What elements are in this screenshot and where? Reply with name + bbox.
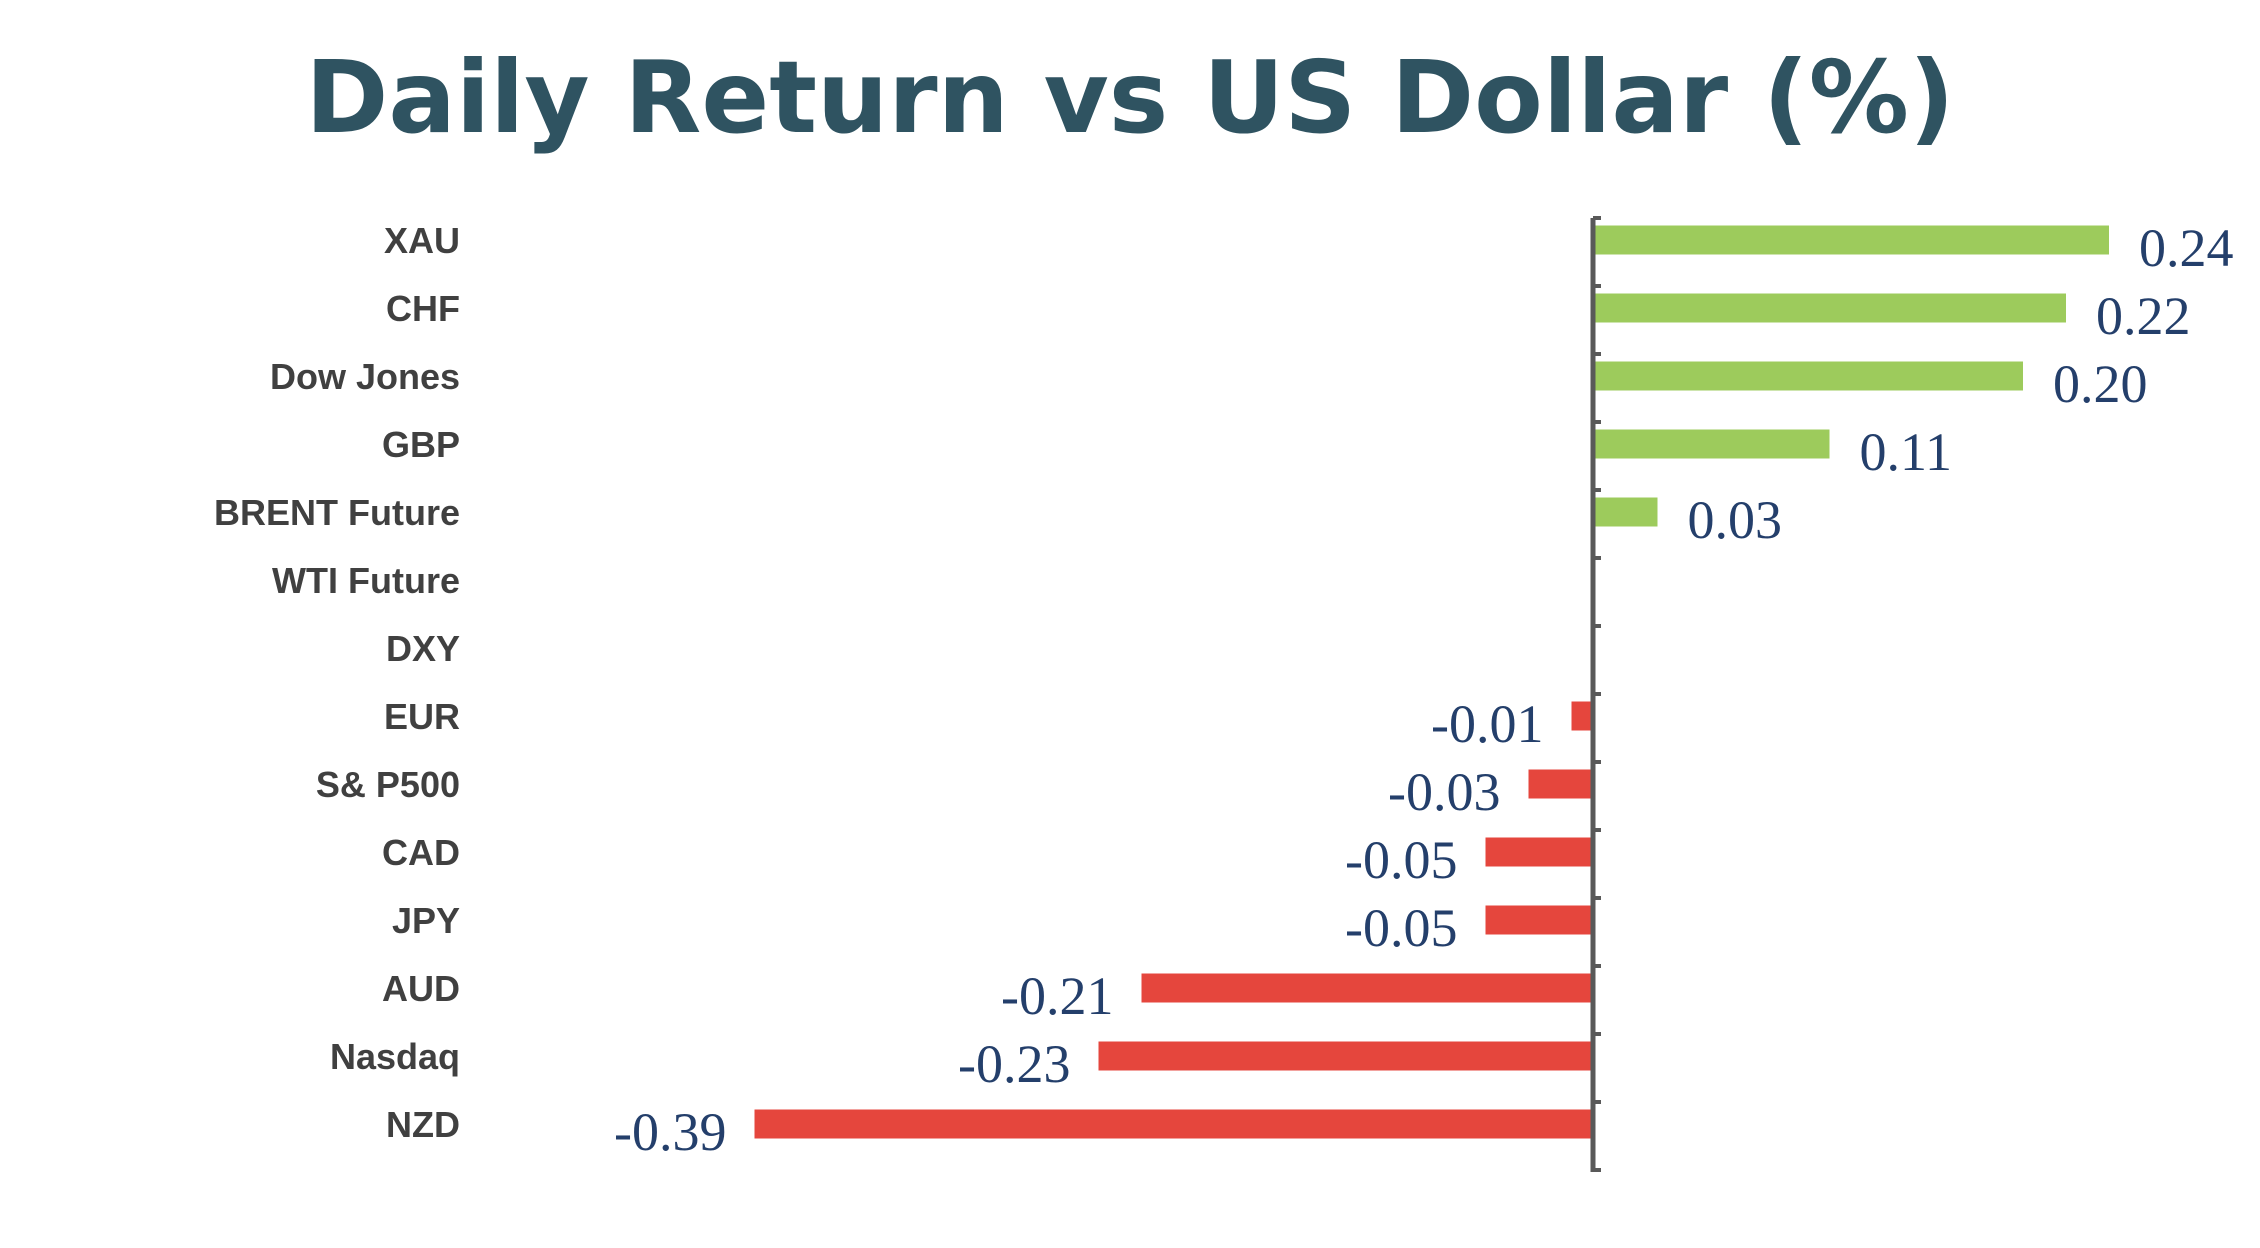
bar [1593,293,2066,323]
category-label: Dow Jones [270,356,460,397]
category-label: NZD [386,1104,460,1145]
data-label: -0.03 [1388,762,1500,822]
bar [1098,1041,1593,1071]
data-label: -0.05 [1345,830,1457,890]
bar [1485,905,1593,935]
bars-layer [754,225,2109,1139]
data-label: -0.01 [1431,694,1543,754]
category-labels: XAU CHF Dow Jones GBP BRENT Future WTI Future… [214,220,460,1145]
data-label: -0.21 [1001,966,1113,1026]
vertical-axis [1590,216,1601,1172]
data-label: 0.22 [2096,286,2191,346]
category-label: XAU [384,220,460,261]
bar [1593,497,1658,527]
category-label: CHF [386,288,460,329]
category-label: AUD [382,968,460,1009]
data-label: 0.03 [1688,490,1783,550]
category-label: GBP [382,424,460,465]
data-label: -0.05 [1345,898,1457,958]
bar [754,1109,1593,1139]
bar [1528,769,1593,799]
bar [1485,837,1593,867]
bar [1593,429,1830,459]
data-label: -0.39 [614,1102,726,1162]
category-label: Nasdaq [330,1036,460,1077]
data-label: 0.20 [2053,354,2148,414]
category-label: JPY [392,900,460,941]
category-label: DXY [386,628,460,669]
data-label: 0.24 [2139,218,2234,278]
bar [1593,361,2023,391]
category-label: WTI Future [272,560,460,601]
category-label: S& P500 [316,764,460,805]
bar [1593,225,2109,255]
category-label: CAD [382,832,460,873]
bar [1571,701,1593,731]
data-label: -0.23 [958,1034,1070,1094]
category-label: BRENT Future [214,492,460,533]
chart-title: Daily Return vs US Dollar (%) [305,39,1955,156]
data-label: 0.11 [1860,422,1953,482]
value-labels: 0.24 0.22 0.20 0.11 0.03 -0.01 -0.03 -0.05 -0.05… [614,218,2233,1162]
bar [1141,973,1593,1003]
category-label: EUR [384,696,460,737]
